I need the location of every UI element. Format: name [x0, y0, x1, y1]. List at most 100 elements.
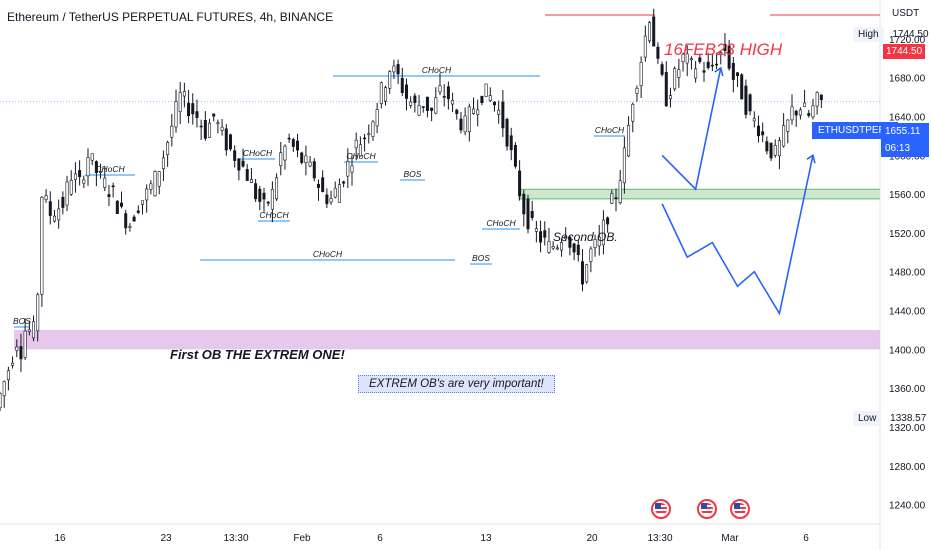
candle-body [434, 97, 438, 114]
candle-body [350, 165, 354, 173]
candle-body [321, 177, 325, 192]
candle-body [807, 113, 811, 116]
candle-body [467, 106, 471, 132]
candle-body [786, 119, 790, 132]
us-flag-icon[interactable] [651, 499, 671, 519]
us-flag-icon[interactable] [697, 499, 717, 519]
candle-body [392, 65, 396, 73]
candle-body [69, 179, 73, 195]
candle-body [681, 53, 685, 62]
price-tick-label: 1640.00 [889, 112, 926, 123]
candle-body [363, 137, 367, 140]
candle-body [107, 194, 111, 197]
candle-body [551, 245, 555, 249]
candle-body [40, 196, 44, 295]
candle-body [36, 294, 40, 332]
high-price-tag: High 1744.50 [853, 27, 929, 42]
candle-body [501, 101, 505, 129]
price-tick-label: 1280.00 [889, 462, 926, 473]
candle-body [0, 393, 2, 409]
candle-body [342, 181, 346, 184]
candle-body [358, 144, 362, 157]
candle-body [476, 109, 480, 115]
projection-arrow-1 [714, 66, 724, 77]
candle-body [421, 106, 425, 108]
candle-body [182, 91, 186, 97]
second-ob-annotation[interactable]: Second OB. [553, 230, 618, 244]
high-annotation[interactable]: 16FEB23 HIGH [664, 40, 783, 59]
candle-body [555, 247, 559, 250]
candle-body [11, 362, 15, 366]
candle-body [329, 198, 333, 203]
us-flag-icon[interactable] [730, 499, 750, 519]
candle-body [710, 64, 714, 67]
candle-body [790, 106, 794, 121]
candle-body [530, 211, 534, 218]
symbol-tag: ETHUSDTPERP [812, 122, 899, 139]
candle-body [811, 105, 815, 118]
candle-body [233, 150, 237, 161]
order-block-zones [14, 188, 880, 350]
candle-body [346, 161, 350, 177]
high-price-marker: 1744.50 [883, 44, 926, 59]
first-ob-annotation[interactable]: First OB THE EXTREM ONE! [170, 347, 345, 362]
low-tag-value: 1338.57 [890, 413, 927, 424]
candle-body [245, 169, 249, 181]
candle-body [23, 330, 27, 358]
candle-body [526, 198, 530, 230]
candle-body [166, 142, 170, 155]
candle-body [576, 244, 580, 256]
time-axis[interactable]: 16 23 13:30 Feb 6 13 20 13:30 Mar 6 [54, 533, 809, 544]
first-ob-zone [14, 329, 880, 350]
candle-body [522, 193, 526, 215]
candle-body [15, 346, 19, 351]
candle-body [580, 261, 584, 285]
ob-note-annotation[interactable]: EXTREM OB's are very important! [358, 375, 555, 393]
candle-body [455, 109, 459, 114]
candle-body [140, 200, 144, 205]
candle-body [564, 236, 568, 240]
structure-label: CHoCH [595, 125, 625, 135]
high-marker-value: 1744.50 [883, 44, 926, 59]
candle-body [128, 225, 132, 228]
candle-body [773, 145, 777, 156]
time-tick-label: Mar [721, 533, 739, 544]
time-tick-label: 13 [480, 533, 492, 544]
candle-body [627, 125, 631, 157]
candle-body [643, 35, 647, 58]
candle-body [216, 122, 220, 125]
structure-label: CHoCH [95, 164, 125, 174]
candle-body [706, 61, 710, 69]
candle-body [195, 111, 199, 118]
candle-body [187, 102, 191, 117]
candle-body [446, 86, 450, 100]
time-tick-label: 6 [803, 533, 809, 544]
candle-body [543, 230, 547, 238]
candle-body [212, 113, 216, 117]
projection-paths [661, 66, 816, 316]
structure-label: BOS [472, 253, 490, 263]
candle-body [472, 108, 476, 114]
candle-body [585, 264, 589, 283]
candle-body [719, 52, 723, 55]
candle-body [111, 185, 115, 188]
candle-body [291, 139, 295, 147]
candle-body [777, 140, 781, 157]
last-price-value: 1655.11 [881, 123, 929, 140]
candle-body [803, 102, 807, 107]
structure-label: BOS [404, 169, 422, 179]
candle-body [203, 120, 207, 139]
candle-body [740, 74, 744, 100]
candle-body [509, 135, 513, 151]
price-axis[interactable]: 1240.00 1280.00 1320.00 1360.00 1400.00 1440.… [889, 35, 926, 512]
candle-body [652, 16, 656, 47]
candle-body [664, 72, 668, 107]
candle-body [631, 103, 635, 122]
candle-body [61, 196, 65, 208]
price-tick-label: 1480.00 [889, 268, 926, 279]
candle-body [316, 183, 320, 188]
candle-body [379, 82, 383, 105]
candle-body [756, 125, 760, 137]
current-price-tag: ETHUSDTPERP [812, 122, 899, 139]
